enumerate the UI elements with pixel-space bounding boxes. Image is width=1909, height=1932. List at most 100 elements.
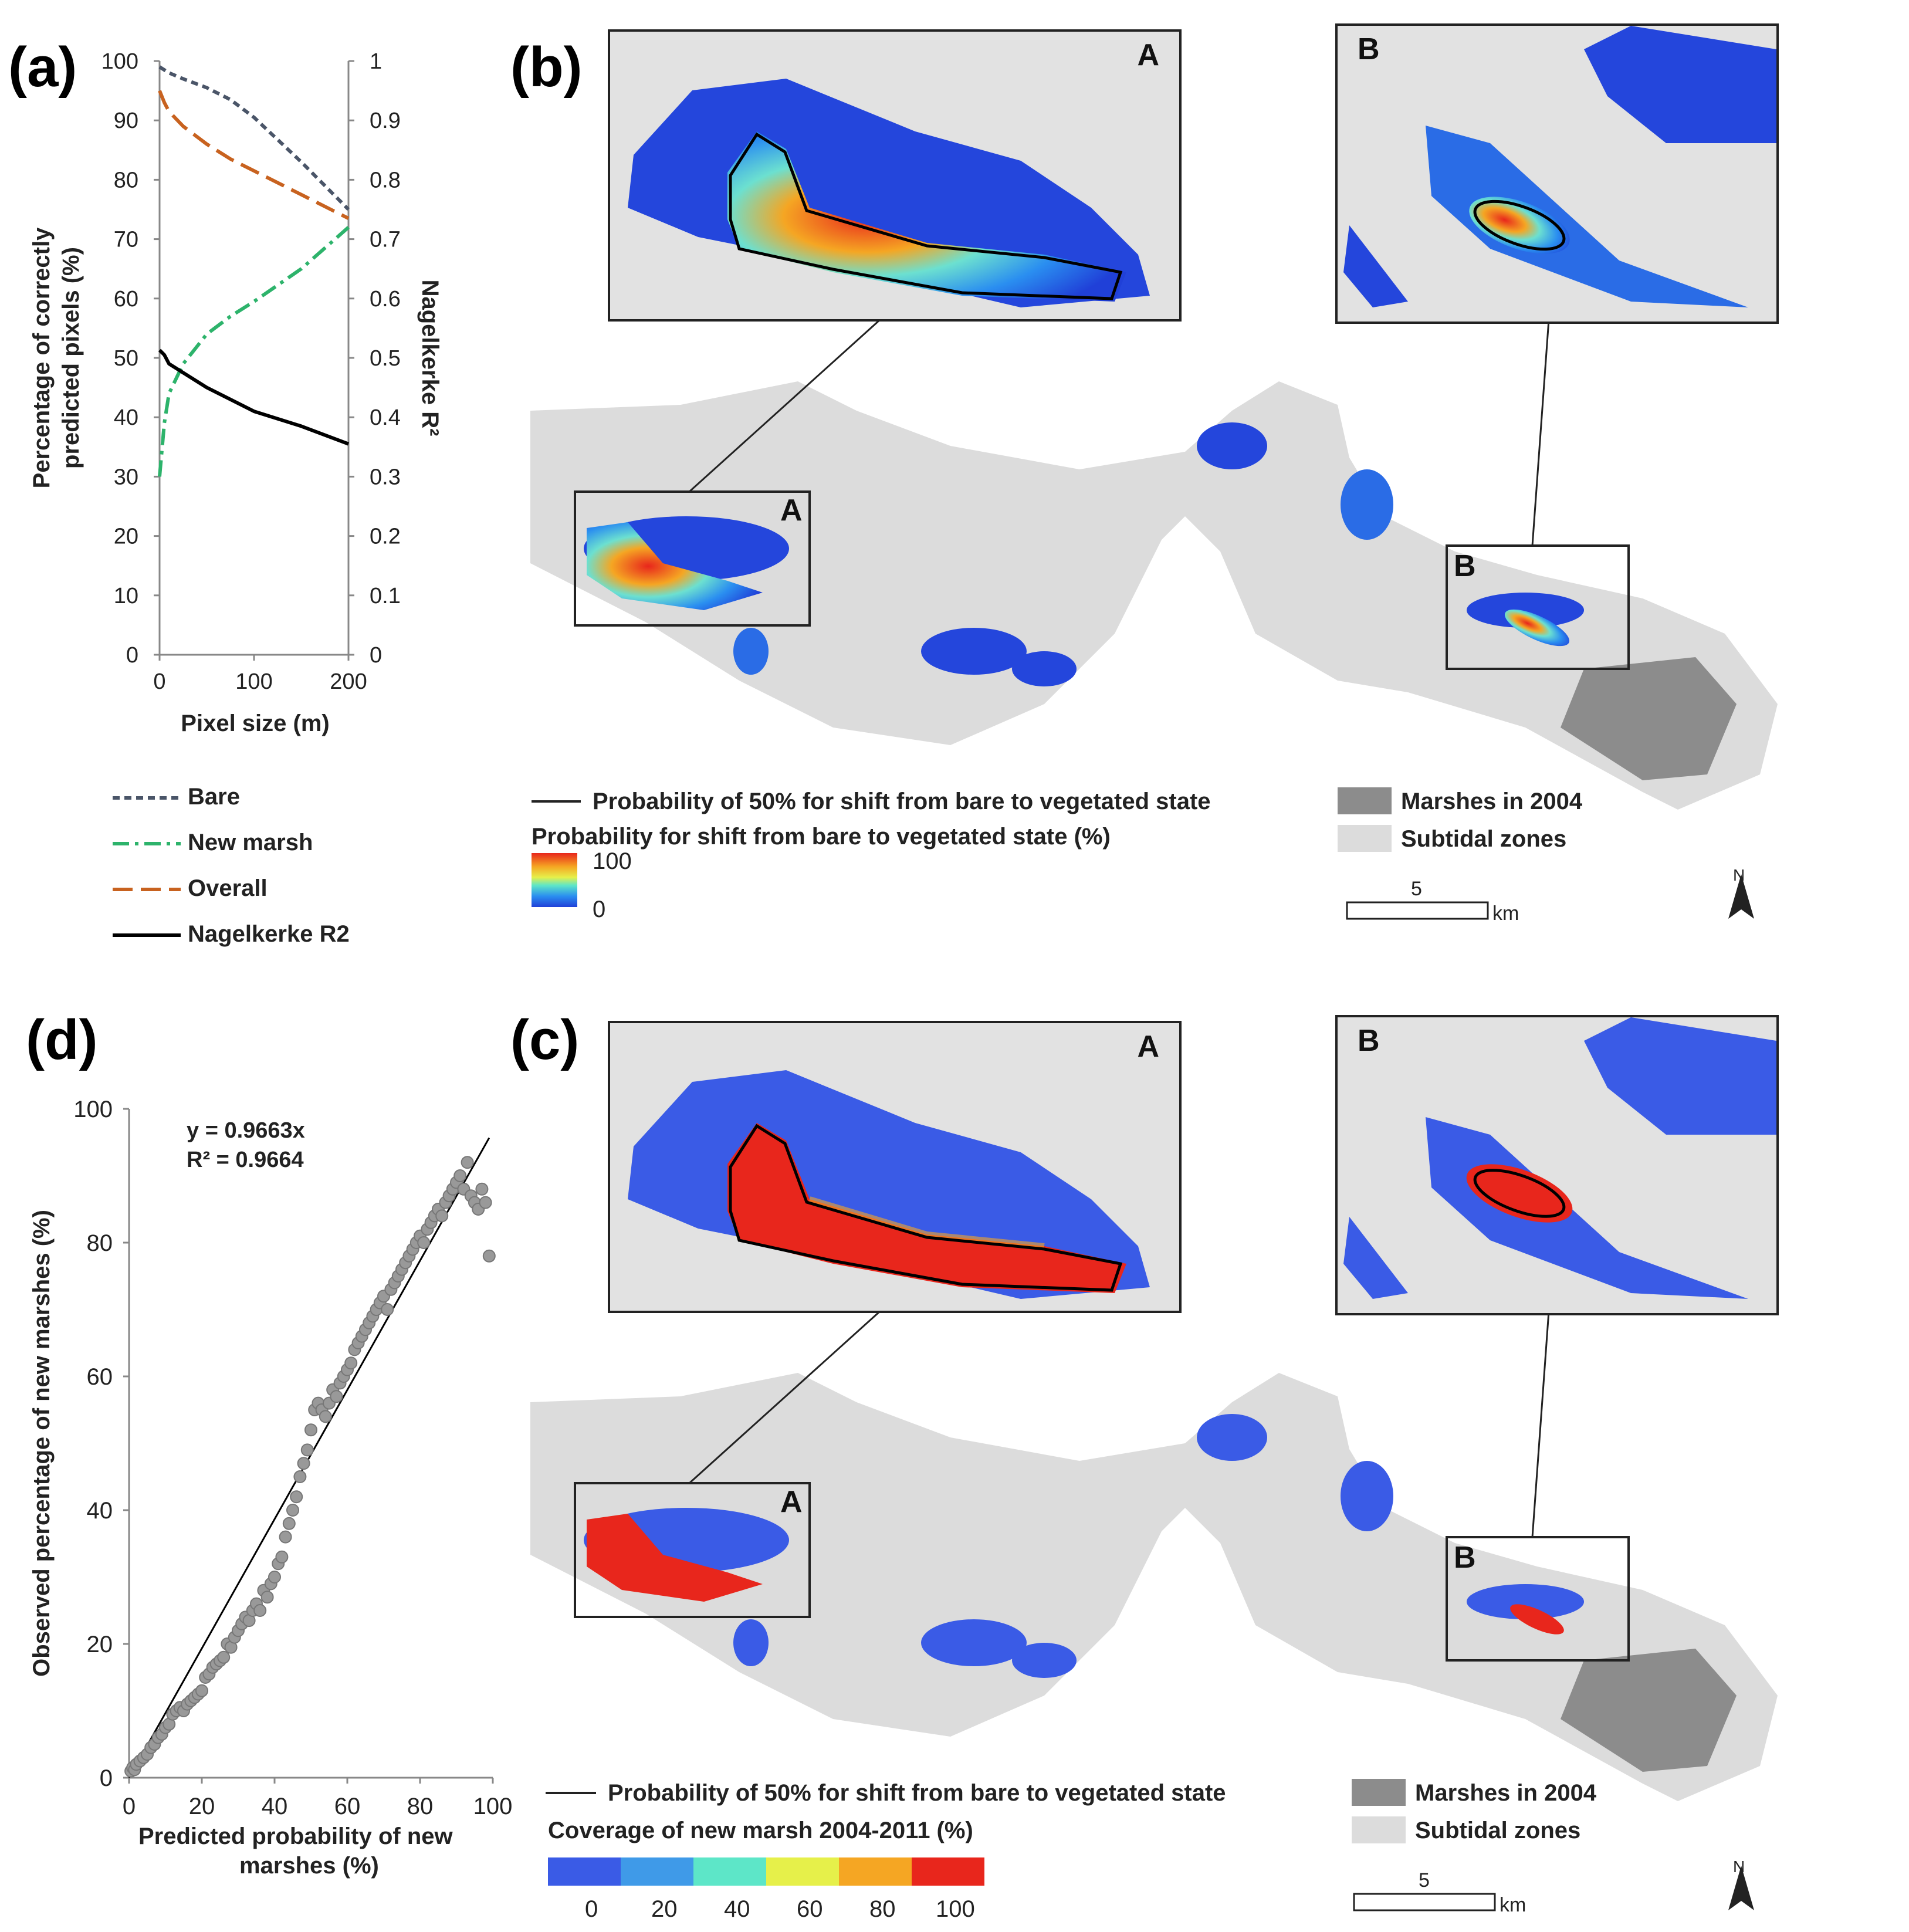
scatter-point — [417, 1236, 431, 1249]
y-tick-label-right: 0.5 — [370, 346, 401, 371]
hotspot-a — [587, 1514, 763, 1602]
legend-50pct-label: Probability of 50% for shift from bare t… — [608, 1780, 1226, 1806]
scatter-point — [297, 1457, 310, 1470]
y-tick-label-left: 40 — [114, 405, 138, 430]
y-tick-label-left: 0 — [126, 643, 138, 668]
intertidal-patch — [1197, 422, 1267, 469]
inset-a-label: A — [1137, 1030, 1159, 1064]
legend-label-overall: Overall — [188, 875, 268, 901]
y-tick-label: 60 — [87, 1364, 113, 1390]
leader-line-a — [688, 319, 881, 493]
panel-d-x-label-1: Predicted probability of new — [138, 1823, 453, 1849]
regression-equation: y = 0.9663x — [187, 1118, 305, 1143]
legend-label-bare: Bare — [188, 784, 240, 810]
class-label: 60 — [797, 1896, 823, 1922]
y-tick-label-left: 80 — [114, 168, 138, 192]
scatter-point — [479, 1196, 492, 1209]
class-swatch — [548, 1857, 621, 1886]
estuary-subtidal-zone — [530, 381, 1778, 810]
north-label: N — [1733, 1857, 1745, 1876]
y-tick-label-left: 60 — [114, 287, 138, 312]
scale-value: 5 — [1411, 878, 1422, 900]
series-line-bare — [158, 65, 350, 211]
estuary-map-b — [530, 319, 1778, 810]
scatter-point — [300, 1443, 314, 1457]
leader-line-b — [1531, 1311, 1550, 1538]
scale-unit: km — [1492, 902, 1519, 925]
subtidal-swatch — [1338, 825, 1392, 852]
estuary-map-c — [530, 1310, 1778, 1801]
panel-b-map: A B A B Probability of 50% for shift fro… — [528, 0, 1909, 962]
trendline — [128, 1137, 490, 1778]
scatter-point — [268, 1571, 281, 1584]
scatter-point — [319, 1410, 332, 1423]
hotspot-a — [587, 522, 763, 610]
subtidal-swatch — [1352, 1816, 1406, 1843]
marsh-label: Marshes in 2004 — [1415, 1780, 1597, 1806]
scatter-point — [344, 1356, 358, 1370]
legend-swatches — [113, 796, 181, 937]
class-swatch — [766, 1857, 839, 1886]
intertidal-patch — [1341, 1461, 1393, 1531]
panel-c-legend-graphics — [546, 1779, 1754, 1911]
x-tick-label: 0 — [153, 669, 165, 694]
scale-bar — [1353, 1893, 1496, 1911]
intertidal-patch — [1012, 1643, 1077, 1678]
north-arrow-icon — [1728, 1866, 1754, 1910]
y-tick-label-right: 1 — [370, 49, 382, 74]
scatter-point — [453, 1169, 467, 1182]
inset-b-label: B — [1358, 32, 1380, 66]
scatter-point — [275, 1550, 289, 1564]
intertidal-patch — [1467, 1584, 1584, 1619]
leader-line-b — [1531, 319, 1550, 546]
y-tick-label-left: 10 — [114, 584, 138, 608]
locator-box-a — [574, 1482, 811, 1618]
legend-ramp-title: Probability for shift from bare to veget… — [532, 824, 1111, 850]
right-axis-label: Nagelkerke R² — [417, 280, 443, 437]
marsh-label: Marshes in 2004 — [1401, 789, 1583, 814]
y-tick-label-left: 20 — [114, 525, 138, 549]
y-tick-label: 0 — [100, 1765, 113, 1791]
intertidal-patch — [733, 1619, 769, 1666]
scatter-point — [330, 1390, 343, 1403]
scale-value: 5 — [1419, 1869, 1430, 1892]
inset-b: B — [1335, 1015, 1779, 1315]
inset-a-label: A — [1137, 38, 1159, 72]
north-label: N — [1733, 866, 1745, 884]
locator-box-b — [1446, 544, 1630, 670]
y-tick-label: 80 — [87, 1230, 113, 1256]
intertidal-patch — [1341, 469, 1393, 540]
series-line-nagelkerke-r2 — [158, 348, 350, 446]
scatter-point — [461, 1156, 474, 1169]
x-axis-label: Pixel size (m) — [181, 710, 329, 736]
scatter-point — [475, 1182, 489, 1196]
scatter-point — [260, 1591, 274, 1604]
locator-box-a — [574, 490, 811, 627]
y-tick-label-right: 0.2 — [370, 525, 401, 549]
scale-bar — [1346, 901, 1489, 920]
scatter-point — [253, 1604, 267, 1617]
x-tick-label: 80 — [407, 1794, 434, 1819]
legend-50pct-label: Probability of 50% for shift from bare t… — [593, 789, 1211, 814]
panel-a-legend: Bare New marsh Overall Nagelkerke R2 — [106, 774, 434, 962]
panel-d-chart: 0 20 40 60 80 100 0 20 40 60 80 100 Observed percent… — [29, 1097, 512, 1819]
class-label: 20 — [651, 1896, 678, 1922]
intertidal-patch — [921, 628, 1027, 675]
inset-a-map — [628, 1070, 1150, 1299]
class-swatch — [839, 1857, 912, 1886]
panel-a-letter: (a) — [8, 36, 77, 99]
x-tick-label: 200 — [330, 669, 367, 694]
marsh-2004 — [1561, 1649, 1737, 1772]
x-tick-label: 40 — [262, 1794, 288, 1819]
locator-box-a-label: A — [780, 1485, 803, 1519]
series-line-overall — [158, 90, 350, 220]
marsh-swatch — [1352, 1779, 1406, 1806]
panel-a-chart: 010203040506070809010000.10.20.30.40.50.… — [29, 49, 443, 736]
y-tick-label-right: 0.8 — [370, 168, 401, 192]
ramp-max-label: 100 — [593, 848, 632, 874]
intertidal-patch — [1197, 1414, 1267, 1461]
x-tick-label: 60 — [334, 1794, 361, 1819]
scatter-point — [304, 1423, 317, 1437]
y-tick-label: 100 — [73, 1097, 113, 1122]
y-tick-label-right: 0.1 — [370, 584, 401, 608]
